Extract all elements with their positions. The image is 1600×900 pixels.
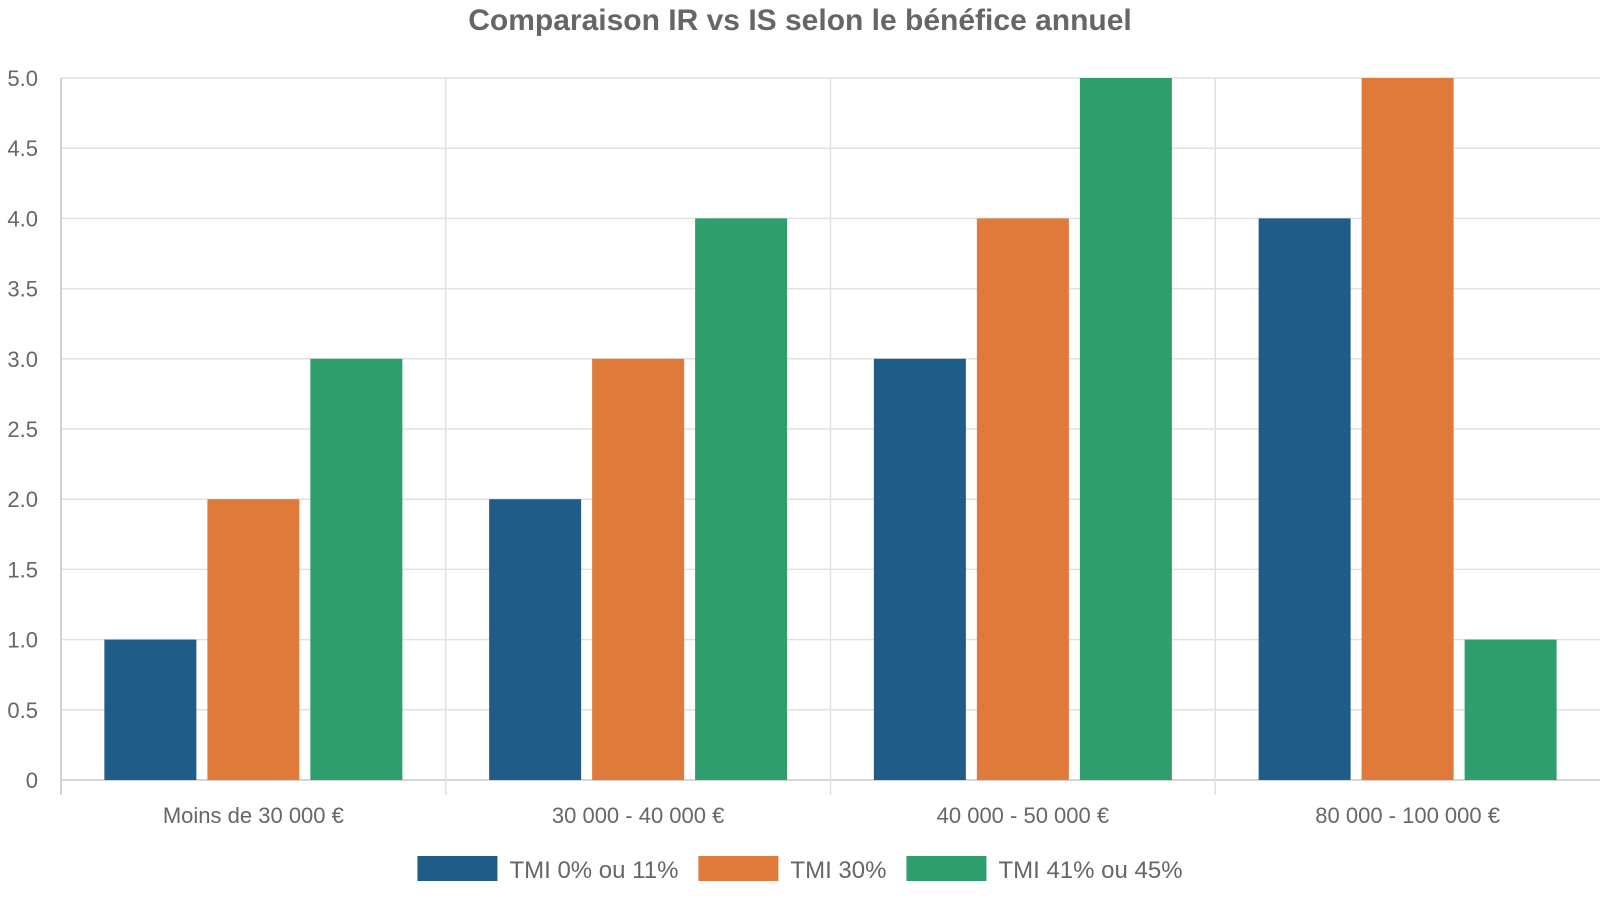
y-tick-label: 0.5 — [7, 698, 38, 723]
x-tick-label: 80 000 - 100 000 € — [1315, 803, 1500, 828]
legend-swatch — [417, 856, 498, 881]
x-tick-label: Moins de 30 000 € — [163, 803, 344, 828]
bar — [207, 499, 300, 780]
chart-title: Comparaison IR vs IS selon le bénéfice a… — [468, 4, 1132, 37]
bar — [1464, 639, 1557, 780]
bar — [695, 218, 788, 780]
y-tick-label: 1.0 — [7, 628, 38, 653]
bar — [976, 218, 1069, 780]
y-tick-label: 0 — [26, 768, 38, 793]
bars — [104, 78, 1557, 780]
legend: TMI 0% ou 11% TMI 30% TMI 41% ou 45% — [417, 856, 1183, 884]
bar — [1258, 218, 1351, 780]
bar — [310, 358, 403, 780]
y-tick-label: 1.5 — [7, 557, 38, 582]
bar — [489, 499, 582, 780]
y-tick-label: 4.5 — [7, 136, 38, 161]
legend-swatch — [906, 856, 987, 881]
axes: 0 0.5 1.0 1.5 2.0 2.5 3.0 3.5 4.0 4.5 5.0 Moins de … — [7, 66, 1500, 828]
x-tick-label: 40 000 - 50 000 € — [937, 803, 1109, 828]
legend-label: TMI 30% — [790, 857, 886, 884]
bar — [592, 358, 685, 780]
y-tick-label: 5.0 — [7, 66, 38, 91]
legend-label: TMI 0% ou 11% — [509, 857, 678, 884]
bar — [873, 358, 966, 780]
y-tick-label: 3.5 — [7, 277, 38, 302]
bar — [1079, 78, 1172, 780]
x-tick-label: 30 000 - 40 000 € — [552, 803, 724, 828]
y-tick-label: 2.0 — [7, 487, 38, 512]
y-tick-label: 2.5 — [7, 417, 38, 442]
legend-label: TMI 41% ou 45% — [998, 857, 1182, 884]
y-tick-label: 3.0 — [7, 347, 38, 372]
bar — [1361, 78, 1454, 780]
bar — [104, 639, 197, 780]
y-tick-label: 4.0 — [7, 206, 38, 231]
legend-swatch — [698, 856, 779, 881]
